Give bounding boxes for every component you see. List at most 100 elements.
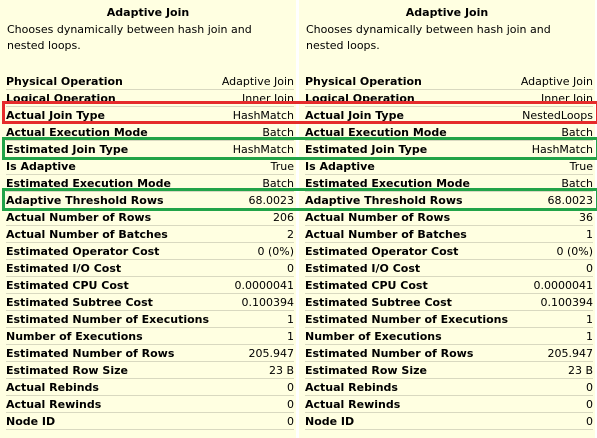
property-value: 0.0000041 [533, 279, 594, 292]
property-label: Estimated Number of Executions [305, 313, 509, 326]
property-value: 1 [586, 228, 593, 241]
property-label: Adaptive Threshold Rows [305, 194, 463, 207]
property-value: 0 (0%) [556, 245, 593, 258]
property-label: Is Adaptive [6, 160, 76, 173]
property-label: Is Adaptive [305, 160, 375, 173]
property-row: Number of Executions 1 [6, 328, 294, 345]
property-value: 36 [579, 211, 593, 224]
property-label: Estimated Operator Cost [305, 245, 459, 258]
left-panel: Adaptive Join Chooses dynamically betwee… [0, 0, 296, 438]
property-row: Actual Number of Rows 36 [305, 209, 593, 226]
property-row: Estimated Execution Mode Batch [6, 175, 294, 192]
property-value: 2 [287, 228, 294, 241]
property-label: Physical Operation [6, 75, 123, 88]
property-row: Actual Join Type NestedLoops [305, 107, 593, 124]
property-row: Estimated Operator Cost 0 (0%) [305, 243, 593, 260]
property-value: 0 [586, 262, 593, 275]
property-label: Actual Join Type [305, 109, 404, 122]
property-label: Estimated I/O Cost [6, 262, 122, 275]
property-row: Estimated Number of Executions 1 [6, 311, 294, 328]
property-label: Estimated Row Size [305, 364, 427, 377]
property-value: HashMatch [531, 143, 593, 156]
property-value: 0 (0%) [257, 245, 294, 258]
property-row: Node ID 0 [6, 413, 294, 430]
panel-title: Adaptive Join [106, 6, 190, 19]
property-label: Estimated Number of Rows [305, 347, 474, 360]
property-label: Estimated Execution Mode [6, 177, 171, 190]
property-value: 0 [287, 262, 294, 275]
property-row: Estimated Number of Rows 205.947 [305, 345, 593, 362]
highlight-green [2, 188, 597, 211]
property-row: Physical Operation Adaptive Join [6, 73, 294, 90]
property-value: 0 [586, 381, 593, 394]
property-label: Estimated Row Size [6, 364, 128, 377]
property-row: Adaptive Threshold Rows 68.0023 [6, 192, 294, 209]
panel-description: Chooses dynamically between hash join an… [7, 23, 252, 52]
property-label: Estimated Subtree Cost [305, 296, 452, 309]
property-row: Actual Number of Rows 206 [6, 209, 294, 226]
property-value: 0 [586, 415, 593, 428]
property-value: 205.947 [248, 347, 295, 360]
property-label: Estimated Number of Rows [6, 347, 175, 360]
property-row: Estimated Subtree Cost 0.100394 [305, 294, 593, 311]
panel-description: Chooses dynamically between hash join an… [306, 23, 551, 52]
property-value: 1 [287, 330, 294, 343]
property-row: Estimated Operator Cost 0 (0%) [6, 243, 294, 260]
property-label: Actual Rebinds [6, 381, 99, 394]
property-label: Estimated Operator Cost [6, 245, 160, 258]
property-value: 206 [273, 211, 294, 224]
property-row: Actual Execution Mode Batch [305, 124, 593, 141]
property-row: Actual Number of Batches 1 [305, 226, 593, 243]
property-value: 1 [287, 313, 294, 326]
property-row: Node ID 0 [305, 413, 593, 430]
property-row: Estimated CPU Cost 0.0000041 [6, 277, 294, 294]
property-row: Estimated Number of Executions 1 [305, 311, 593, 328]
property-label: Physical Operation [305, 75, 422, 88]
property-value: 0.100394 [540, 296, 594, 309]
property-label: Estimated I/O Cost [305, 262, 421, 275]
property-row: Estimated Number of Rows 205.947 [6, 345, 294, 362]
property-row: Estimated CPU Cost 0.0000041 [305, 277, 593, 294]
property-value: HashMatch [232, 143, 294, 156]
property-value: 0 [586, 398, 593, 411]
property-label: Actual Execution Mode [305, 126, 447, 139]
property-label: Actual Execution Mode [6, 126, 148, 139]
property-value: 68.0023 [248, 194, 295, 207]
property-label: Actual Rewinds [305, 398, 401, 411]
property-label: Estimated Number of Executions [6, 313, 210, 326]
property-label: Number of Executions [6, 330, 143, 343]
panel-title: Adaptive Join [405, 6, 489, 19]
property-row: Number of Executions 1 [305, 328, 593, 345]
property-label: Estimated CPU Cost [305, 279, 428, 292]
property-value: Batch [561, 177, 593, 190]
property-value: Batch [561, 126, 593, 139]
property-row: Actual Execution Mode Batch [6, 124, 294, 141]
property-label: Actual Number of Rows [6, 211, 152, 224]
property-value: HashMatch [232, 109, 294, 122]
property-label: Estimated Subtree Cost [6, 296, 153, 309]
property-label: Adaptive Threshold Rows [6, 194, 164, 207]
property-value: True [270, 160, 294, 173]
property-row: Estimated Row Size 23 B [305, 362, 593, 379]
highlight-green [2, 137, 597, 160]
property-value: 0.100394 [241, 296, 295, 309]
property-value: Adaptive Join [520, 75, 593, 88]
property-label: Actual Join Type [6, 109, 105, 122]
property-value: 1 [586, 330, 593, 343]
property-value: 23 B [567, 364, 593, 377]
property-row: Estimated I/O Cost 0 [305, 260, 593, 277]
property-label: Node ID [305, 415, 355, 428]
property-label: Estimated Execution Mode [305, 177, 470, 190]
property-value: 0 [287, 415, 294, 428]
property-row: Actual Rebinds 0 [6, 379, 294, 396]
property-label: Actual Number of Rows [305, 211, 451, 224]
property-label: Estimated CPU Cost [6, 279, 129, 292]
property-label: Actual Number of Batches [305, 228, 467, 241]
property-row: Is Adaptive True [6, 158, 294, 175]
property-value: 23 B [268, 364, 294, 377]
right-panel: Adaptive Join Chooses dynamically betwee… [299, 0, 595, 438]
property-value: 205.947 [547, 347, 594, 360]
property-row: Actual Rebinds 0 [305, 379, 593, 396]
property-row: Is Adaptive True [305, 158, 593, 175]
